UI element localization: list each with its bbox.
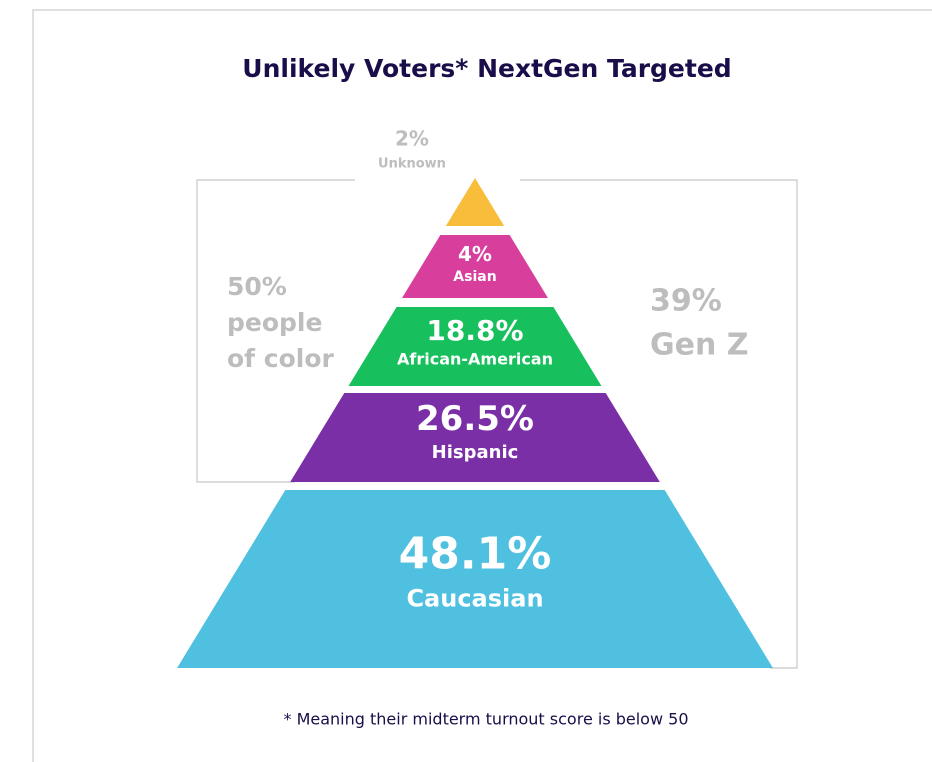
- left-bracket: [196, 179, 355, 483]
- category-label: Unknown: [378, 157, 446, 172]
- category-label: Asian: [453, 269, 496, 285]
- value-label: 4%: [458, 242, 492, 266]
- annotation: Gen Z: [650, 328, 749, 363]
- chart-title: Unlikely Voters* NextGen Targeted: [242, 54, 731, 83]
- pyramid-layer: [402, 235, 548, 298]
- pyramid-layer: [177, 490, 773, 668]
- category-label: Caucasian: [406, 585, 543, 613]
- pyramid-layer: [290, 393, 660, 482]
- pyramid-layer: [348, 307, 602, 386]
- value-label: 18.8%: [426, 314, 523, 347]
- category-label: African-American: [397, 349, 553, 368]
- category-label: Hispanic: [432, 442, 519, 463]
- frame: [32, 9, 932, 762]
- value-label: 2%: [395, 127, 429, 151]
- annotation: people: [227, 308, 322, 337]
- annotation: 50%: [227, 272, 287, 301]
- value-label: 26.5%: [416, 399, 534, 439]
- value-label: 48.1%: [399, 529, 552, 580]
- annotation: 39%: [650, 284, 722, 319]
- right-bracket: [520, 179, 798, 669]
- pyramid-layer: [445, 178, 505, 226]
- annotation: of color: [227, 344, 334, 373]
- footnote: * Meaning their midterm turnout score is…: [284, 710, 689, 729]
